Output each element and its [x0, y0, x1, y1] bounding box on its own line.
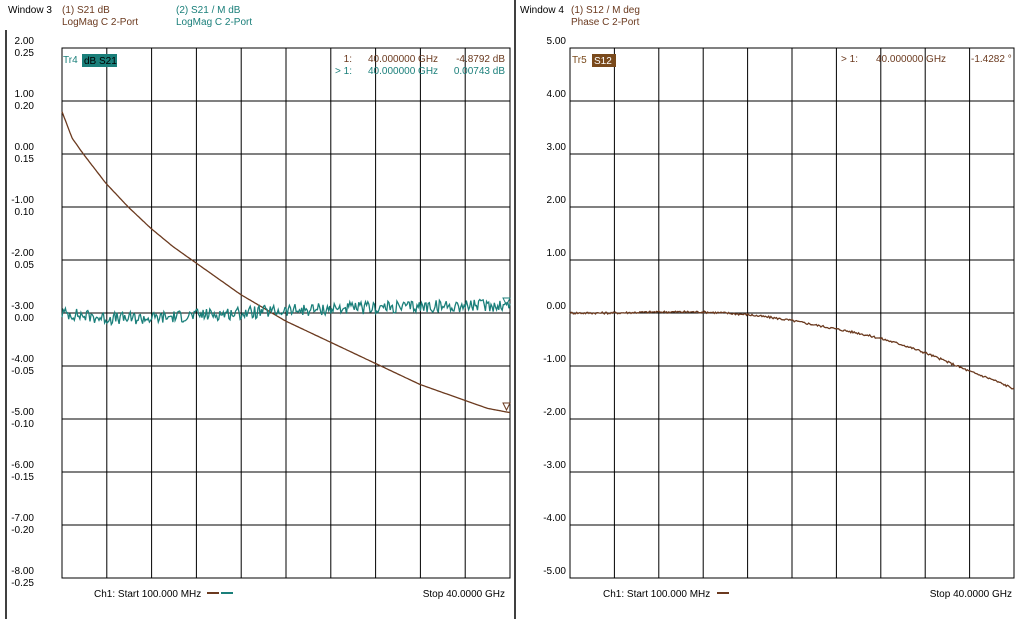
- window-4-start-label: Ch1: Start 100.000 MHz: [603, 589, 710, 600]
- y-tick-label: 5.00: [547, 36, 567, 47]
- y-tick-label: -5.00: [543, 566, 566, 577]
- y-tick-label: -4.00: [543, 513, 566, 524]
- tr5-badge-label: S12: [594, 56, 612, 67]
- y-tick-label: 0.00: [15, 313, 35, 324]
- window-3-panel[interactable]: Window 3 (1) S21 dB LogMag C 2-Port (2) …: [8, 5, 511, 600]
- window-3-trace1-label: (1) S21 dB: [62, 5, 110, 16]
- y-tick-label: 2.00: [547, 195, 567, 206]
- y-tick-label: -3.00: [543, 460, 566, 471]
- y-tick-label: -0.15: [11, 472, 34, 483]
- y-tick-label: 0.20: [15, 101, 35, 112]
- marker-triangle-s21-m[interactable]: [502, 297, 511, 307]
- marker3-value: -1.4282 °: [971, 54, 1012, 65]
- y-tick-label: -8.00: [11, 566, 34, 577]
- window-4-traces: [569, 310, 1015, 390]
- trace-line-1: [61, 111, 511, 414]
- y-tick-label: -4.00: [11, 354, 34, 365]
- tr4-badge[interactable]: [82, 54, 117, 67]
- window-3-y-axis-mdb: 0.250.200.150.100.050.00-0.05-0.10-0.15-…: [11, 48, 34, 589]
- marker-triangle-s21[interactable]: [502, 402, 511, 412]
- marker2-value: 0.00743 dB: [454, 66, 505, 77]
- marker2-name: > 1:: [335, 66, 352, 77]
- window-3-title: Window 3: [8, 5, 52, 16]
- window-3-trace2-format: LogMag C 2-Port: [176, 17, 252, 28]
- marker2-freq: 40.000000 GHz: [368, 66, 438, 77]
- window-3-y-axis-db: 2.00 1.00 0.00 -1.00 -2.00 -3.00 -4.00 -5.00 -6.…: [11, 36, 34, 577]
- y-tick-label: 0.10: [15, 207, 35, 218]
- y-tick-label: -5.00: [11, 407, 34, 418]
- y-tick-label: -6.00: [11, 460, 34, 471]
- tr5-prefix: Tr5: [572, 55, 587, 66]
- y-tick-label: 0.00: [15, 142, 35, 153]
- marker1-freq: 40.000000 GHz: [368, 54, 438, 65]
- trace-line-1: [569, 310, 1015, 390]
- y-tick-label: 1.00: [15, 89, 35, 100]
- y-tick-label: 0.15: [15, 154, 35, 165]
- trace-line-2: [61, 298, 511, 327]
- window-4-panel[interactable]: Window 4 (1) S12 / M deg Phase C 2-Port …: [520, 5, 1015, 600]
- window-4-title: Window 4: [520, 5, 564, 16]
- marker1-name: 1:: [344, 54, 352, 65]
- window-3-start-label: Ch1: Start 100.000 MHz: [94, 589, 201, 600]
- window-3-trace2-label: (2) S21 / M dB: [176, 5, 241, 16]
- y-tick-label: -3.00: [11, 301, 34, 312]
- y-tick-label: 1.00: [547, 248, 567, 259]
- tr4-prefix: Tr4: [63, 55, 78, 66]
- y-tick-label: 4.00: [547, 89, 567, 100]
- y-tick-label: -0.05: [11, 366, 34, 377]
- tr4-badge-label: dB S21: [84, 56, 117, 67]
- window-3-traces: [61, 111, 511, 414]
- marker1-value: -4.8792 dB: [456, 54, 505, 65]
- y-tick-label: -0.20: [11, 525, 34, 536]
- window-4-trace-label: (1) S12 / M deg: [571, 5, 640, 16]
- marker3-freq: 40.000000 GHz: [876, 54, 946, 65]
- y-tick-label: -0.25: [11, 578, 34, 589]
- y-tick-label: 2.00: [15, 36, 35, 47]
- y-tick-label: 3.00: [547, 142, 567, 153]
- y-tick-label: -1.00: [543, 354, 566, 365]
- window-4-trace-format: Phase C 2-Port: [571, 17, 640, 28]
- y-tick-label: 0.00: [547, 301, 567, 312]
- window-3-stop-label: Stop 40.0000 GHz: [423, 589, 505, 600]
- y-tick-label: -2.00: [11, 248, 34, 259]
- y-tick-label: -0.10: [11, 419, 34, 430]
- marker3-name: > 1:: [841, 54, 858, 65]
- tr5-badge[interactable]: [592, 54, 616, 67]
- y-tick-label: 0.05: [15, 260, 35, 271]
- window-4-y-axis: 5.00 4.00 3.00 2.00 1.00 0.00 -1.00 -2.00 -3.00 -…: [543, 36, 566, 577]
- y-tick-label: -2.00: [543, 407, 566, 418]
- window-4-stop-label: Stop 40.0000 GHz: [930, 589, 1012, 600]
- y-tick-label: 0.25: [15, 48, 35, 59]
- window-4-grid: [569, 47, 1015, 579]
- y-tick-label: -1.00: [11, 195, 34, 206]
- y-tick-label: -7.00: [11, 513, 34, 524]
- window-3-trace1-format: LogMag C 2-Port: [62, 17, 138, 28]
